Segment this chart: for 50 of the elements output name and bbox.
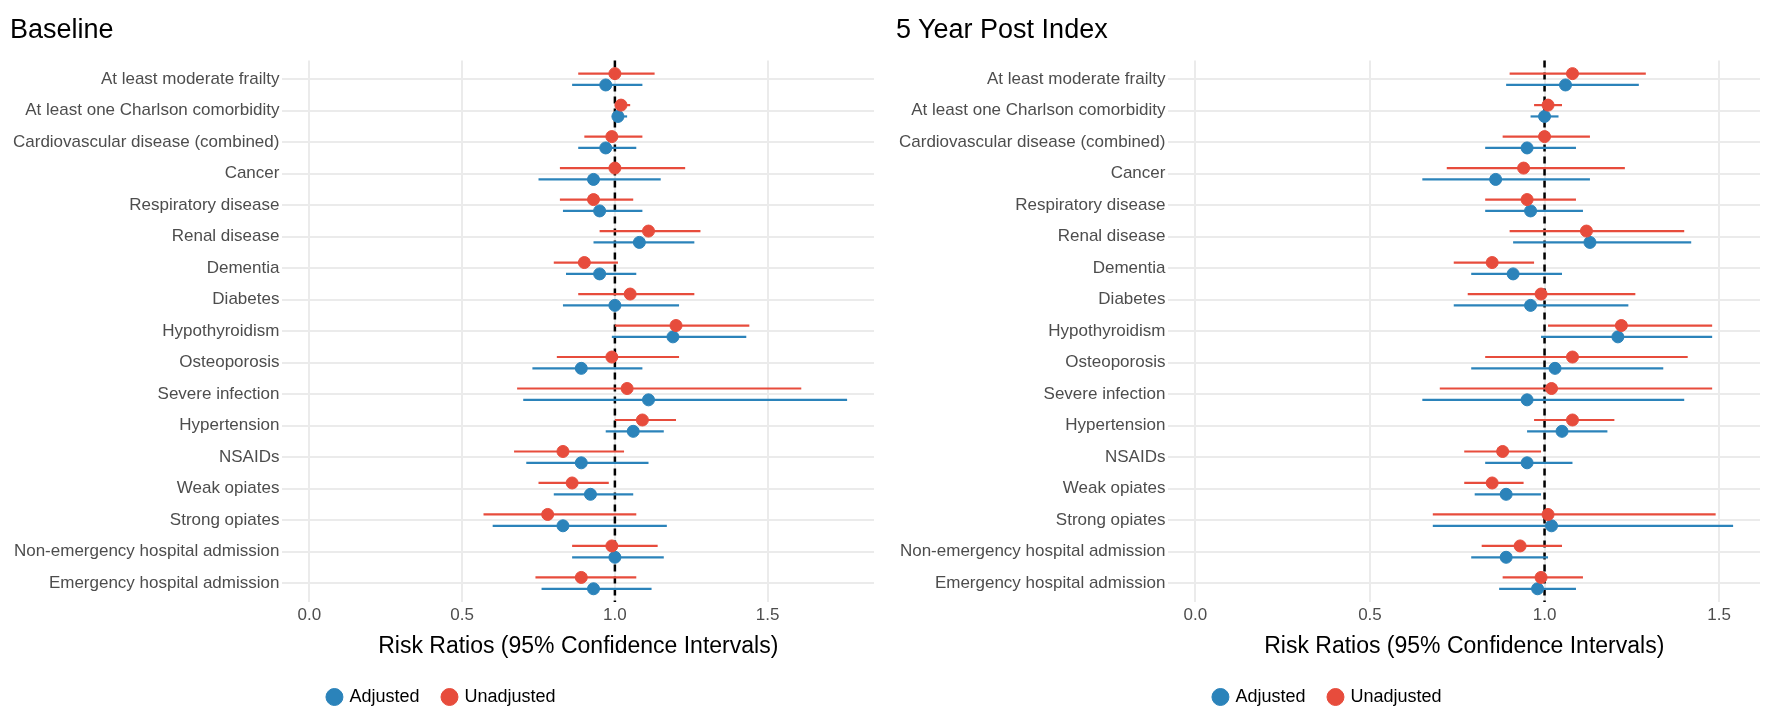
y-tick-label: Respiratory disease [129,194,280,214]
y-tick-label: Diabetes [1098,289,1166,309]
y-tick-label: Hypertension [1065,415,1166,435]
y-tick-label: Hypothyroidism [1048,320,1166,340]
y-tick-label: Diabetes [212,289,280,309]
y-tick-label: At least one Charlson comorbidity [911,100,1166,120]
legend-label: Adjusted [349,685,420,706]
legend-label: Unadjusted [464,685,556,706]
y-tick-label: Osteoporosis [179,352,280,372]
y-tick-label: Cardiovascular disease (combined) [898,131,1166,151]
y-tick-label: Weak opiates [1062,478,1166,498]
x-tick-label: 1.5 [1707,604,1731,624]
y-tick-label: Non-emergency hospital admission [13,541,280,561]
legend-label: Unadjusted [1350,685,1442,706]
y-tick-label: Respiratory disease [1015,194,1166,214]
x-tick-label: 1.0 [1532,604,1557,624]
y-tick-label: Renal disease [171,226,280,246]
y-tick-label: Renal disease [1057,226,1166,246]
y-tick-label: NSAIDs [1104,446,1166,466]
y-tick-label: At least moderate frailty [100,68,280,88]
y-tick-label: Emergency hospital admission [934,572,1166,592]
y-tick-label: At least moderate frailty [986,68,1166,88]
y-tick-label: Dementia [1092,257,1166,277]
x-axis-title: Risk Ratios (95% Confidence Intervals) [378,631,779,658]
y-tick-label: Cancer [224,163,280,183]
y-tick-label: Weak opiates [176,478,280,498]
y-tick-label: Dementia [206,257,280,277]
y-tick-label: Osteoporosis [1065,352,1166,372]
y-tick-label: Severe infection [157,383,280,403]
y-tick-label: Severe infection [1043,383,1166,403]
y-tick-label: NSAIDs [218,446,280,466]
y-tick-label: At least one Charlson comorbidity [25,100,280,120]
y-tick-label: Hypothyroidism [162,320,280,340]
x-axis-title: Risk Ratios (95% Confidence Intervals) [1264,631,1665,658]
x-tick-label: 0.5 [450,604,474,624]
y-tick-label: Emergency hospital admission [48,572,280,592]
x-tick-label: 0.5 [1358,604,1382,624]
chart-title: 5 Year Post Index [896,13,1109,44]
x-tick-label: 1.5 [755,604,780,624]
y-tick-label: Non-emergency hospital admission [899,541,1166,561]
y-tick-label: Strong opiates [1055,509,1166,529]
y-tick-label: Cancer [1110,163,1166,183]
y-tick-label: Cardiovascular disease (combined) [12,131,280,151]
y-tick-label: Strong opiates [169,509,280,529]
legend-label: Adjusted [1235,685,1306,706]
x-tick-label: 1.0 [603,604,627,624]
text: Baseline [10,13,114,44]
x-tick-label: 0.0 [297,604,322,624]
x-tick-label: 0.0 [1183,604,1208,624]
y-tick-label: Hypertension [179,415,280,435]
